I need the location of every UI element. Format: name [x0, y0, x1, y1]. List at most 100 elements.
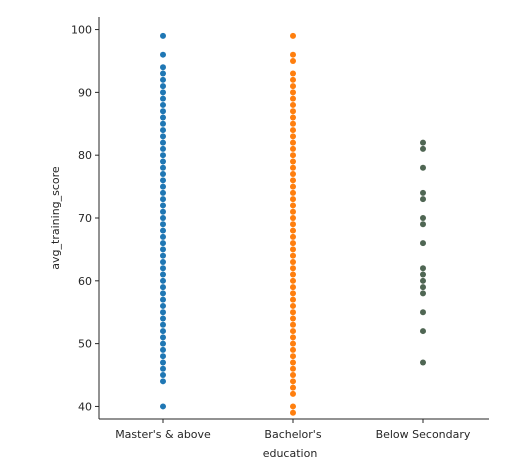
data-point: [290, 359, 296, 366]
data-point: [290, 277, 296, 284]
data-point: [290, 302, 296, 309]
data-point: [160, 89, 166, 96]
data-point: [290, 384, 296, 391]
data-point: [290, 365, 296, 372]
data-point: [160, 171, 166, 178]
data-point: [420, 284, 426, 291]
data-point: [160, 196, 166, 203]
y-tick-label: 50: [78, 338, 92, 351]
data-point: [160, 70, 166, 77]
data-point: [420, 145, 426, 152]
data-point: [160, 340, 166, 347]
data-point: [290, 378, 296, 385]
data-point: [160, 227, 166, 234]
x-axis-ticks: Master's & above Bachelor's Below Secondar…: [115, 419, 471, 441]
data-point: [160, 359, 166, 366]
data-point: [160, 258, 166, 265]
data-point: [290, 152, 296, 159]
y-tick-label: 90: [78, 86, 92, 99]
data-point: [290, 120, 296, 127]
data-point: [160, 83, 166, 90]
data-point: [290, 315, 296, 322]
data-point: [290, 145, 296, 152]
y-tick-label: 40: [78, 400, 92, 413]
data-point: [160, 328, 166, 335]
data-point: [290, 202, 296, 209]
data-point: [160, 321, 166, 328]
data-point: [290, 227, 296, 234]
data-point: [290, 240, 296, 247]
data-point: [420, 328, 426, 335]
data-point: [160, 202, 166, 209]
data-point: [290, 95, 296, 102]
data-point: [420, 309, 426, 316]
data-points: [160, 32, 426, 416]
data-point: [160, 164, 166, 171]
data-point: [290, 372, 296, 379]
data-point: [420, 271, 426, 278]
data-point: [160, 101, 166, 108]
data-point: [160, 290, 166, 297]
data-point: [290, 164, 296, 171]
data-point: [290, 221, 296, 228]
data-point: [290, 83, 296, 90]
data-point: [160, 64, 166, 71]
data-point: [290, 108, 296, 115]
data-point: [290, 101, 296, 108]
data-point: [160, 233, 166, 240]
data-point: [160, 152, 166, 159]
data-point: [290, 340, 296, 347]
y-tick-label: 70: [78, 212, 92, 225]
data-point: [160, 177, 166, 184]
data-point: [160, 346, 166, 353]
data-point: [290, 328, 296, 335]
data-point: [160, 277, 166, 284]
data-point: [160, 120, 166, 127]
data-point: [160, 114, 166, 121]
y-axis-ticks: 40 50 60 70 80 90 100: [71, 24, 99, 413]
data-point: [160, 353, 166, 360]
data-point: [160, 32, 166, 39]
y-tick-label: 100: [71, 24, 92, 37]
data-point: [160, 208, 166, 215]
data-point: [290, 133, 296, 140]
data-point: [160, 145, 166, 152]
data-point: [160, 252, 166, 259]
data-point: [420, 164, 426, 171]
data-point: [160, 284, 166, 291]
data-point: [290, 271, 296, 278]
y-tick-label: 80: [78, 149, 92, 162]
data-point: [160, 271, 166, 278]
data-point: [160, 240, 166, 247]
data-point: [420, 189, 426, 196]
data-point: [290, 70, 296, 77]
data-point: [290, 390, 296, 397]
data-point: [290, 252, 296, 259]
data-point: [160, 334, 166, 341]
data-point: [290, 353, 296, 360]
data-point: [160, 108, 166, 115]
data-point: [420, 139, 426, 146]
data-point: [160, 158, 166, 165]
data-point: [160, 365, 166, 372]
data-point: [290, 215, 296, 221]
y-tick-label: 60: [78, 275, 92, 288]
data-point: [290, 196, 296, 203]
data-point: [160, 372, 166, 379]
data-point: [160, 378, 166, 385]
data-point: [160, 189, 166, 196]
data-point: [420, 215, 426, 221]
data-point: [290, 346, 296, 353]
data-point: [290, 265, 296, 272]
data-point: [420, 290, 426, 297]
data-point: [160, 133, 166, 140]
data-point: [160, 302, 166, 309]
data-point: [420, 196, 426, 203]
data-point: [160, 246, 166, 253]
data-point: [160, 265, 166, 272]
data-point: [160, 403, 166, 410]
data-point: [160, 51, 166, 58]
data-point: [290, 51, 296, 58]
y-axis-title: avg_training_score: [49, 166, 62, 270]
